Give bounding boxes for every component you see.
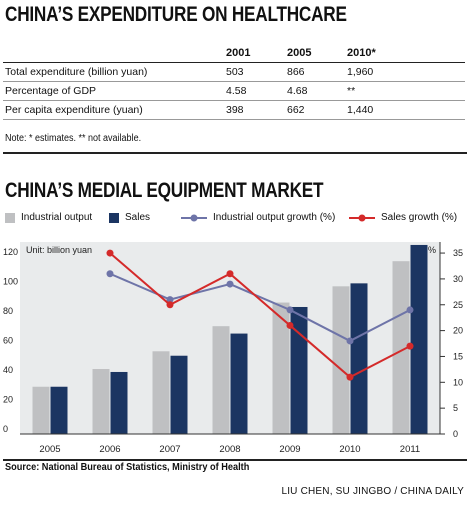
table-cell: 662 (285, 100, 345, 120)
bar-industrial-output (332, 286, 350, 434)
table-row: Per capita expenditure (yuan) 398 662 1,… (3, 100, 465, 120)
point-sales-growth (106, 249, 114, 257)
table-row: Total expenditure (billion yuan) 503 866… (3, 62, 465, 82)
point-sales-growth (286, 321, 294, 329)
point-sales-growth (166, 301, 174, 309)
table-cell: Per capita expenditure (yuan) (3, 100, 224, 120)
table-cell: 4.58 (224, 81, 285, 101)
table-cell: ** (345, 81, 465, 101)
y-tick-label-left: 60 (3, 335, 13, 345)
table-cell: Percentage of GDP (3, 81, 224, 101)
bar-industrial-output (272, 302, 290, 434)
y-tick-label-left: 120 (3, 247, 18, 257)
table-header-cell: 2010* (345, 44, 465, 63)
table-cell: Total expenditure (billion yuan) (3, 62, 224, 82)
footer-divider (3, 459, 467, 461)
point-industrial-output-growth (286, 306, 294, 314)
legend-swatch-sales (109, 212, 119, 223)
credit-line: LIU CHEN, SU JINGBO / CHINA DAILY (281, 486, 464, 497)
legend-item-industrial-output-growth: Industrial output growth (%) (181, 212, 335, 223)
bar-sales (50, 386, 68, 434)
table-cell: 398 (224, 100, 285, 120)
table-header-cell: 2001 (224, 44, 285, 63)
chart-legend: Industrial output Sales Industrial outpu… (3, 212, 467, 228)
table-cell: 1,960 (345, 62, 465, 82)
legend-label: Industrial output (21, 212, 93, 223)
point-industrial-output-growth (106, 270, 114, 278)
legend-swatch-industrial-output (5, 212, 15, 223)
x-tick-label: 2010 (339, 444, 360, 455)
section-divider (3, 152, 467, 154)
combo-chart: 0 20 40 60 80 100 120 0 5 10 15 20 25 30 35 Unit: billi… (3, 242, 463, 455)
y-tick-label-right: 0 (453, 429, 458, 439)
point-sales-growth (226, 270, 234, 278)
y-tick-label-left: 0 (3, 424, 8, 434)
point-industrial-output-growth (406, 306, 414, 314)
bar-sales (350, 283, 368, 434)
table-header-cell: 2005 (285, 44, 345, 63)
y-tick-label-right: 15 (453, 351, 463, 361)
point-industrial-output-growth (226, 280, 234, 288)
y-tick-label-right: 20 (453, 326, 463, 336)
x-tick-label: 2008 (219, 444, 240, 455)
table-title: CHINA’S EXPENDITURE ON HEALTHCARE (5, 3, 347, 26)
bar-industrial-output (152, 351, 170, 434)
table-cell: 503 (224, 62, 285, 82)
legend-label: Sales (125, 212, 151, 223)
legend-label: Industrial output growth (%) (213, 212, 336, 223)
bar-industrial-output (212, 326, 230, 434)
legend-label: Sales growth (%) (381, 212, 458, 223)
y-tick-label-left: 20 (3, 394, 13, 404)
source-note: Source: National Bureau of Statistics, M… (5, 462, 250, 473)
y-tick-label-right: 5 (453, 403, 458, 413)
y-tick-label-right: 35 (453, 248, 463, 258)
expenditure-table: 2001 2005 2010* Total expenditure (billi… (3, 44, 465, 120)
left-axis-unit-label: Unit: billion yuan (26, 245, 92, 255)
y-tick-label-right: 30 (453, 274, 463, 284)
table-note: Note: * estimates. ** not available. (5, 133, 142, 144)
table-cell: 1,440 (345, 100, 465, 120)
bar-sales (170, 355, 188, 434)
bar-industrial-output (32, 386, 50, 434)
legend-item-sales: Sales (109, 212, 150, 223)
point-sales-growth (346, 373, 354, 381)
right-axis-unit-label: % (428, 245, 436, 255)
legend-item-sales-growth: Sales growth (%) (349, 212, 457, 223)
table-header-cell (3, 44, 224, 63)
bar-industrial-output (92, 369, 110, 434)
y-tick-label-left: 40 (3, 365, 13, 375)
table-row: Percentage of GDP 4.58 4.68 ** (3, 81, 465, 101)
x-tick-label: 2006 (99, 444, 120, 455)
bar-sales (290, 306, 308, 434)
bar-sales (110, 371, 128, 434)
legend-marker-sales-growth (349, 214, 375, 221)
y-tick-label-left: 100 (3, 276, 18, 286)
table-header-row: 2001 2005 2010* (3, 44, 465, 63)
legend-item-industrial-output: Industrial output (5, 212, 92, 223)
legend-marker-industrial-output-growth (181, 214, 207, 221)
y-tick-label-right: 25 (453, 300, 463, 310)
x-tick-label: 2005 (39, 444, 60, 455)
bar-sales (230, 333, 248, 434)
chart-title: CHINA’S MEDIAL EQUIPMENT MARKET (5, 179, 324, 202)
x-tick-label: 2011 (400, 444, 420, 455)
y-tick-label-left: 80 (3, 306, 13, 316)
bar-sales (410, 244, 428, 434)
point-industrial-output-growth (346, 337, 354, 345)
x-tick-label: 2009 (279, 444, 300, 455)
y-tick-label-right: 10 (453, 377, 463, 387)
bar-industrial-output (392, 261, 410, 434)
point-industrial-output-growth (166, 296, 174, 304)
x-tick-label: 2007 (159, 444, 180, 455)
table-cell: 4.68 (285, 81, 345, 101)
point-sales-growth (406, 342, 414, 350)
line-sales-growth (109, 252, 411, 379)
table-cell: 866 (285, 62, 345, 82)
